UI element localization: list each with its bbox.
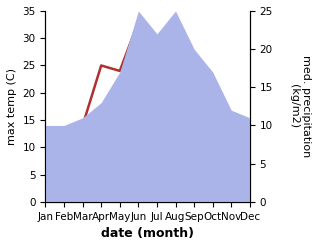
Y-axis label: med. precipitation
(kg/m2): med. precipitation (kg/m2)	[289, 55, 311, 158]
Y-axis label: max temp (C): max temp (C)	[7, 68, 17, 145]
X-axis label: date (month): date (month)	[101, 227, 194, 240]
